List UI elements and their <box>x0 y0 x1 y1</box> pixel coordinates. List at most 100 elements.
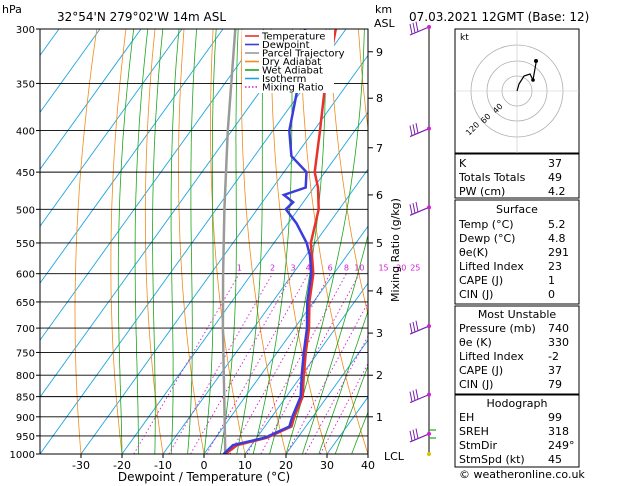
mu-cin-value: 79 <box>548 378 562 391</box>
stmdir-value: 249° <box>548 439 575 452</box>
wind-barb-feather <box>409 23 413 35</box>
surface-wind-point <box>427 452 431 456</box>
hodograph-table-title: Hodograph <box>487 397 548 410</box>
datetime-label: 07.03.2021 12GMT (Base: 12) <box>409 10 589 24</box>
mu-li-value: -2 <box>548 350 559 363</box>
legend-label: Dewpoint <box>262 40 310 51</box>
wind-barb-point <box>427 25 431 29</box>
isotherm-line <box>40 29 101 114</box>
wet-adiabat-line <box>117 29 135 454</box>
mu-thetae-value: 330 <box>548 336 569 349</box>
surface-cin-label: CIN (J) <box>459 288 493 301</box>
parcel-trajectory-line <box>221 29 237 454</box>
hodograph-trace <box>516 62 537 92</box>
mixing-ratio-labels: 1 2 3 4 6 8 10 15 20 25 <box>237 264 421 273</box>
mixing-ratio-line <box>168 273 273 454</box>
temperature-tick-label: -10 <box>154 459 172 472</box>
wet-adiabat-line <box>152 29 164 454</box>
hodograph-panel: kt 40 60 120 <box>454 28 580 154</box>
km-tick-label: 7 <box>376 142 383 155</box>
isotherm-line <box>285 339 368 454</box>
k-index-value: 37 <box>548 157 562 170</box>
mixing-ratio-lines <box>133 273 368 454</box>
wind-barb-feather <box>412 22 416 33</box>
wind-barb-feather <box>409 322 413 334</box>
most-unstable-table: Most Unstable Pressure (mb) 740 θe (K) 3… <box>454 305 580 395</box>
stmspd-label: StmSpd (kt) <box>459 453 525 466</box>
wind-barb-feather <box>412 390 416 401</box>
pressure-tick-label: 550 <box>16 239 35 250</box>
mu-cin-label: CIN (J) <box>459 378 493 391</box>
dry-adiabat-line <box>210 29 246 454</box>
mu-pressure-value: 740 <box>548 322 569 335</box>
wind-barb-feather <box>415 21 419 32</box>
pressure-tick-label: 750 <box>16 348 35 359</box>
surface-li-label: Lifted Index <box>459 260 524 273</box>
most-unstable-title: Most Unstable <box>478 308 557 321</box>
legend-label: Parcel Trajectory <box>262 49 345 60</box>
pressure-tick-label: 850 <box>16 393 35 404</box>
pressure-tick-label: 300 <box>16 25 35 36</box>
wind-barb <box>409 394 430 404</box>
wet-adiabat-line <box>170 29 180 454</box>
mixing-ratio-label: 1 <box>237 264 242 273</box>
wind-barb-feather <box>415 201 419 213</box>
isobar-lines <box>40 29 368 454</box>
mixing-ratio-label: 20 <box>396 264 406 273</box>
wind-barb <box>409 206 430 216</box>
station-location: 32°54'N 279°02'W 14m ASL <box>57 10 226 24</box>
surface-table: Surface Temp (°C) 5.2 Dewp (°C) 4.8 θe(K… <box>454 199 580 305</box>
wet-adiabat-line <box>134 29 149 454</box>
wet-adiabat-line <box>187 29 197 454</box>
pressure-tick-label: 800 <box>16 371 35 382</box>
km-tick-label: 9 <box>376 46 383 59</box>
pressure-tick-label: 900 <box>16 413 35 424</box>
temperature-tick-label: -30 <box>72 459 90 472</box>
isotherm-line <box>80 54 368 454</box>
wind-barb-feather <box>409 430 413 441</box>
surface-cape-value: 1 <box>548 274 555 287</box>
wind-barb-feather <box>412 203 416 214</box>
dry-adiabat-line <box>591 29 629 454</box>
asl-label: ASL <box>374 17 396 30</box>
wind-barb-point <box>427 324 431 329</box>
lcl-label: LCL <box>384 450 405 463</box>
pw-value: 4.2 <box>548 185 566 198</box>
wind-barb-point <box>427 205 431 210</box>
wind-barb-feather <box>409 204 413 215</box>
mu-cape-label: CAPE (J) <box>459 364 503 377</box>
isotherm-line <box>40 29 142 171</box>
pressure-tick-label: 950 <box>16 432 35 443</box>
sreh-label: SREH <box>459 425 489 438</box>
pressure-tick-label: 400 <box>16 127 35 138</box>
surface-dewp-value: 4.8 <box>548 232 566 245</box>
legend-label: Mixing Ratio <box>262 83 324 94</box>
wind-barb-point <box>427 126 431 131</box>
legend-label: Isotherm <box>262 74 306 85</box>
km-label: km <box>375 3 392 16</box>
wind-barbs <box>409 21 436 456</box>
pressure-tick-label: 450 <box>16 168 35 179</box>
wind-barb-feather <box>415 123 419 134</box>
temperature-line <box>224 29 338 454</box>
hodograph-unit-label: kt <box>460 33 469 43</box>
indices-table: K 37 Totals Totals 49 PW (cm) 4.2 <box>454 153 580 199</box>
km-tick-label: 8 <box>376 92 383 105</box>
stmdir-label: StmDir <box>459 439 498 452</box>
wind-barb-feather <box>412 124 416 135</box>
copyright-footer: © weatheronline.co.uk <box>459 468 585 481</box>
km-tick-label: 5 <box>376 237 383 250</box>
wind-barb <box>409 433 430 443</box>
mu-pressure-label: Pressure (mb) <box>459 322 536 335</box>
wind-barb-feather <box>409 125 413 136</box>
km-tick-label: 2 <box>376 369 383 382</box>
temperature-tick-label: 30 <box>320 459 334 472</box>
wind-barb-feather <box>409 391 413 402</box>
wind-barb-feather <box>412 429 416 440</box>
mixing-ratio-label: 10 <box>354 264 364 273</box>
isotherm-line <box>40 29 224 284</box>
wet-adiabat-line <box>334 364 368 454</box>
mixing-ratio-label: 3 <box>291 264 296 273</box>
mu-thetae-label: θe (K) <box>459 336 492 349</box>
